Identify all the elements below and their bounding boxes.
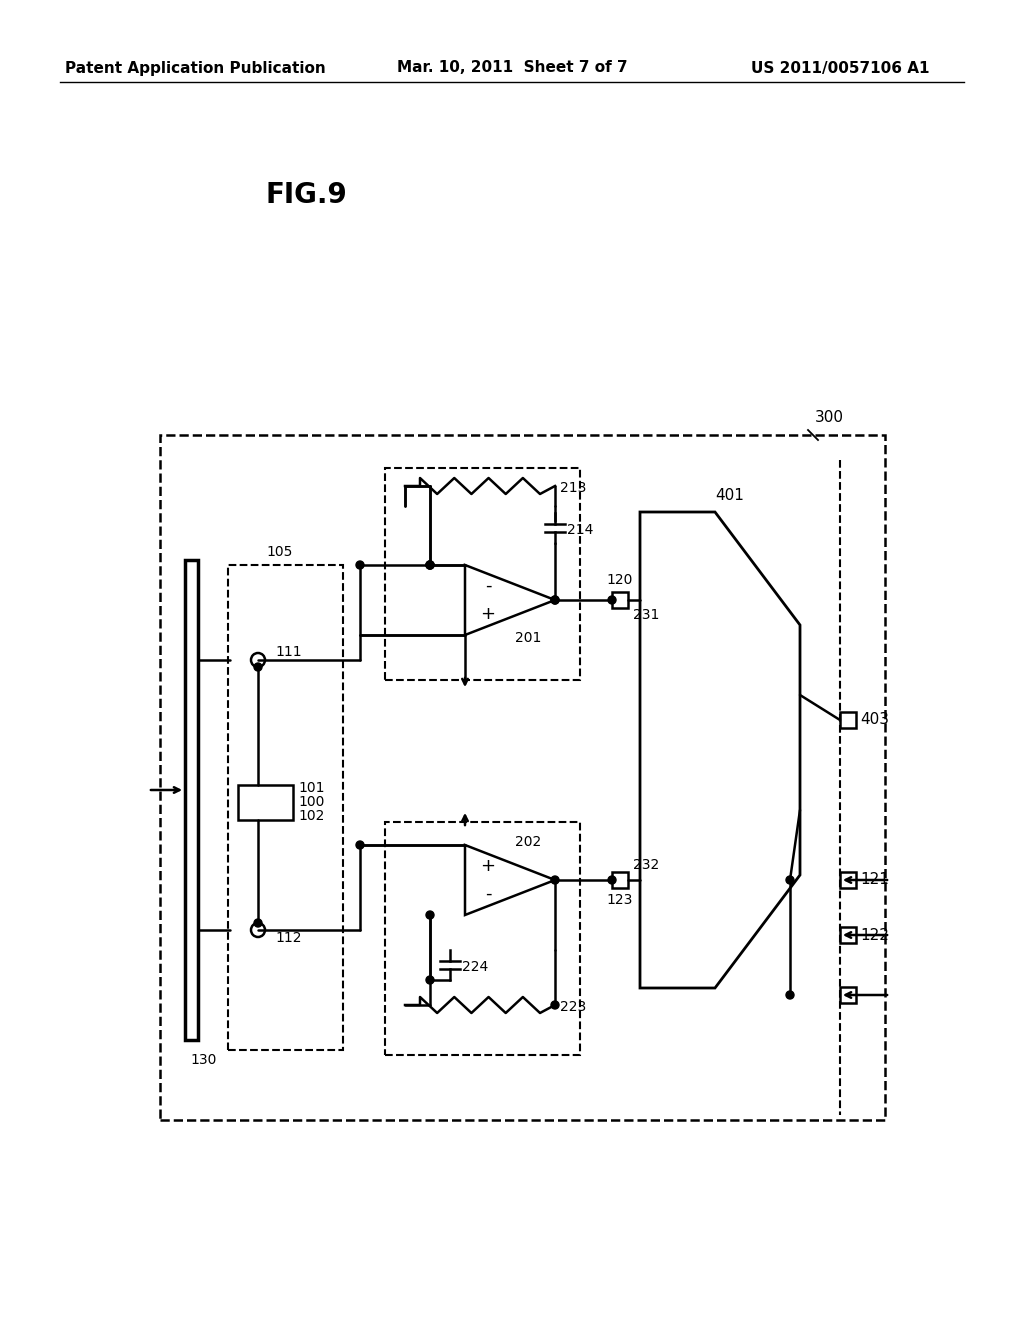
Text: 214: 214 (567, 523, 593, 537)
Text: +: + (480, 857, 496, 875)
Circle shape (786, 991, 794, 999)
Text: +: + (480, 605, 496, 623)
Circle shape (551, 1001, 559, 1008)
Bar (238, 785, 293, 820)
Text: 105: 105 (267, 545, 293, 558)
Circle shape (608, 876, 616, 884)
Bar (385, 822, 580, 1055)
Text: 102: 102 (298, 809, 325, 822)
Text: Mar. 10, 2011  Sheet 7 of 7: Mar. 10, 2011 Sheet 7 of 7 (396, 61, 628, 75)
Text: 300: 300 (815, 411, 844, 425)
Text: 401: 401 (715, 487, 743, 503)
Circle shape (426, 911, 434, 919)
Bar (840, 873, 856, 888)
Bar (612, 591, 628, 609)
Bar (612, 873, 628, 888)
Circle shape (356, 841, 364, 849)
Text: 121: 121 (860, 873, 889, 887)
Circle shape (426, 561, 434, 569)
Circle shape (608, 597, 616, 605)
Circle shape (254, 663, 262, 671)
Text: 111: 111 (275, 645, 302, 659)
Circle shape (551, 597, 559, 605)
Text: 100: 100 (298, 795, 325, 809)
Text: 403: 403 (860, 713, 889, 727)
Text: 130: 130 (190, 1053, 216, 1067)
Bar (185, 560, 198, 1040)
Bar (840, 987, 856, 1003)
Circle shape (254, 919, 262, 927)
Text: FIG.9: FIG.9 (265, 181, 347, 209)
Text: Patent Application Publication: Patent Application Publication (65, 61, 326, 75)
Text: 231: 231 (633, 609, 659, 622)
Circle shape (426, 561, 434, 569)
Text: 201: 201 (515, 631, 542, 645)
Text: 120: 120 (607, 573, 633, 587)
Circle shape (356, 561, 364, 569)
Circle shape (426, 561, 434, 569)
Text: 224: 224 (462, 960, 488, 974)
Text: 223: 223 (560, 1001, 587, 1014)
Text: US 2011/0057106 A1: US 2011/0057106 A1 (751, 61, 929, 75)
Text: 112: 112 (275, 931, 301, 945)
Circle shape (551, 876, 559, 884)
Text: -: - (484, 884, 492, 903)
Circle shape (551, 597, 559, 605)
Circle shape (786, 876, 794, 884)
Circle shape (426, 975, 434, 983)
Text: 213: 213 (560, 480, 587, 495)
Bar (160, 436, 885, 1119)
Text: 101: 101 (298, 781, 325, 795)
Bar (385, 469, 580, 680)
Text: -: - (484, 577, 492, 595)
Text: 232: 232 (633, 858, 659, 873)
Text: 202: 202 (515, 836, 542, 849)
Text: 123: 123 (607, 894, 633, 907)
Text: 122: 122 (860, 928, 889, 942)
Bar (228, 565, 343, 1049)
Bar (840, 711, 856, 729)
Bar (840, 927, 856, 942)
